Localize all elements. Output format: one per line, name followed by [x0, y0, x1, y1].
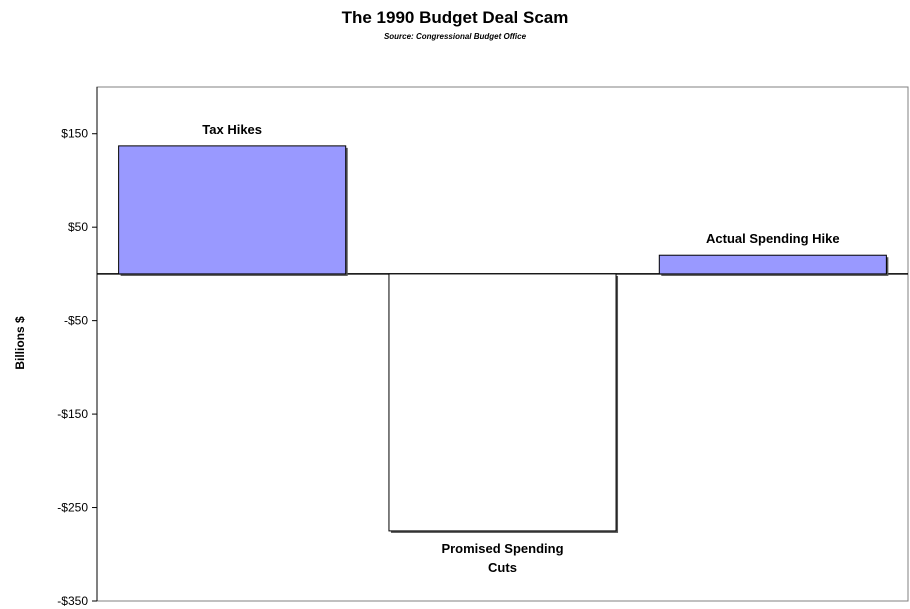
bar-promised-spending-cuts	[388, 273, 617, 532]
bar-actual-spending-hike	[658, 254, 887, 275]
y-tick-label: -$250	[57, 501, 88, 515]
y-tick-label: -$150	[57, 407, 88, 421]
y-axis-label: Billions $	[13, 316, 27, 370]
y-tick-label: -$350	[57, 594, 88, 608]
chart-title: The 1990 Budget Deal Scam	[341, 8, 569, 27]
y-tick-label: -$50	[64, 314, 88, 328]
bar-data-label: Promised Spending	[441, 541, 563, 556]
bar-data-label: Cuts	[488, 560, 517, 575]
y-tick-label: $50	[68, 220, 88, 234]
bar-data-label: Actual Spending Hike	[706, 231, 840, 246]
chart-subtitle: Source: Congressional Budget Office	[383, 32, 527, 41]
bar-data-label: Tax Hikes	[202, 122, 262, 137]
bar-tax-hikes	[118, 145, 347, 275]
y-tick-label: $150	[61, 127, 88, 141]
